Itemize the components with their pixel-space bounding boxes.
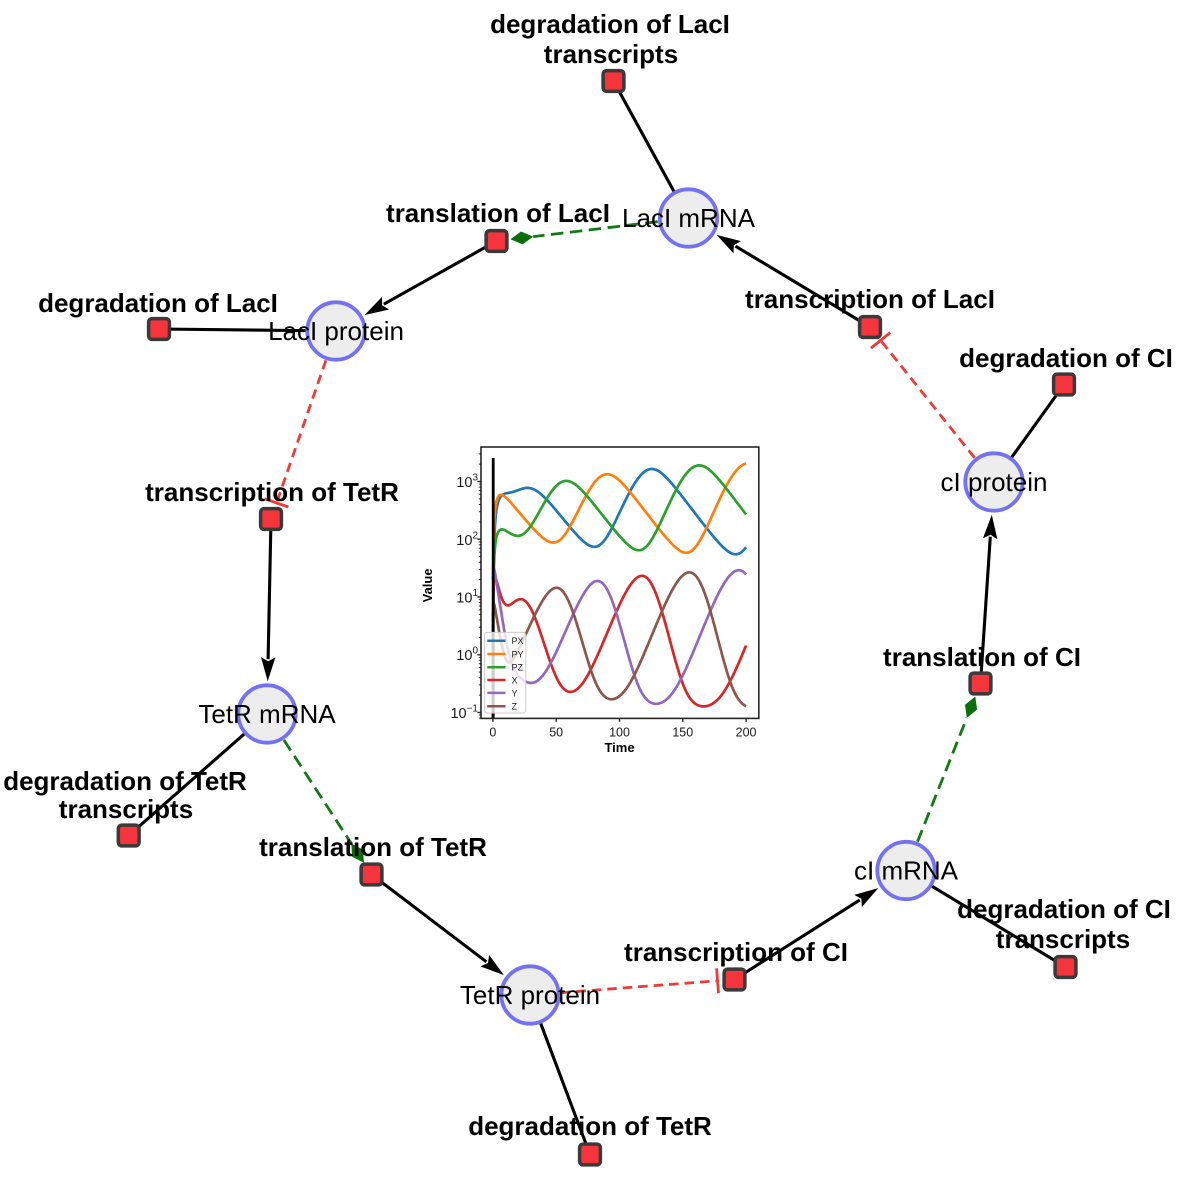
svg-text:103: 103: [456, 473, 478, 492]
svg-text:degradation of LacI: degradation of LacI: [38, 288, 278, 318]
svg-text:translation of TetR: translation of TetR: [259, 832, 487, 862]
svg-text:102: 102: [456, 530, 478, 549]
svg-text:X: X: [512, 675, 518, 685]
svg-text:degradation of LacI: degradation of LacI: [490, 9, 730, 39]
svg-text:Y: Y: [512, 688, 518, 698]
svg-text:10−1: 10−1: [450, 704, 478, 723]
svg-text:150: 150: [672, 726, 693, 740]
svg-text:transcription of TetR: transcription of TetR: [145, 477, 399, 507]
svg-text:PZ: PZ: [512, 663, 524, 673]
svg-text:transcription of LacI: transcription of LacI: [745, 284, 995, 314]
svg-text:Value: Value: [420, 568, 435, 602]
svg-text:transcripts: transcripts: [59, 794, 193, 824]
svg-text:Time: Time: [604, 740, 634, 755]
svg-text:101: 101: [456, 588, 478, 607]
svg-text:degradation of TetR: degradation of TetR: [3, 766, 247, 796]
svg-text:PY: PY: [512, 649, 524, 659]
svg-text:degradation of CI: degradation of CI: [959, 343, 1173, 373]
svg-text:translation of LacI: translation of LacI: [386, 198, 610, 228]
svg-text:degradation of TetR: degradation of TetR: [468, 1111, 712, 1141]
svg-text:50: 50: [549, 726, 563, 740]
svg-text:100: 100: [456, 646, 478, 665]
svg-text:TetR protein: TetR protein: [460, 980, 600, 1010]
svg-text:PX: PX: [512, 636, 524, 646]
svg-text:transcription of CI: transcription of CI: [624, 937, 848, 967]
svg-text:LacI mRNA: LacI mRNA: [622, 203, 756, 233]
svg-text:transcripts: transcripts: [996, 924, 1130, 954]
svg-text:cI mRNA: cI mRNA: [854, 856, 959, 886]
svg-text:translation of CI: translation of CI: [883, 642, 1081, 672]
svg-text:cI protein: cI protein: [941, 467, 1048, 497]
svg-text:100: 100: [609, 726, 630, 740]
svg-text:transcripts: transcripts: [544, 39, 678, 69]
svg-text:200: 200: [736, 726, 757, 740]
svg-text:TetR mRNA: TetR mRNA: [198, 699, 336, 729]
svg-text:0: 0: [489, 726, 496, 740]
svg-text:Z: Z: [512, 702, 518, 712]
svg-text:degradation of CI: degradation of CI: [957, 894, 1171, 924]
svg-text:LacI protein: LacI protein: [268, 316, 404, 346]
